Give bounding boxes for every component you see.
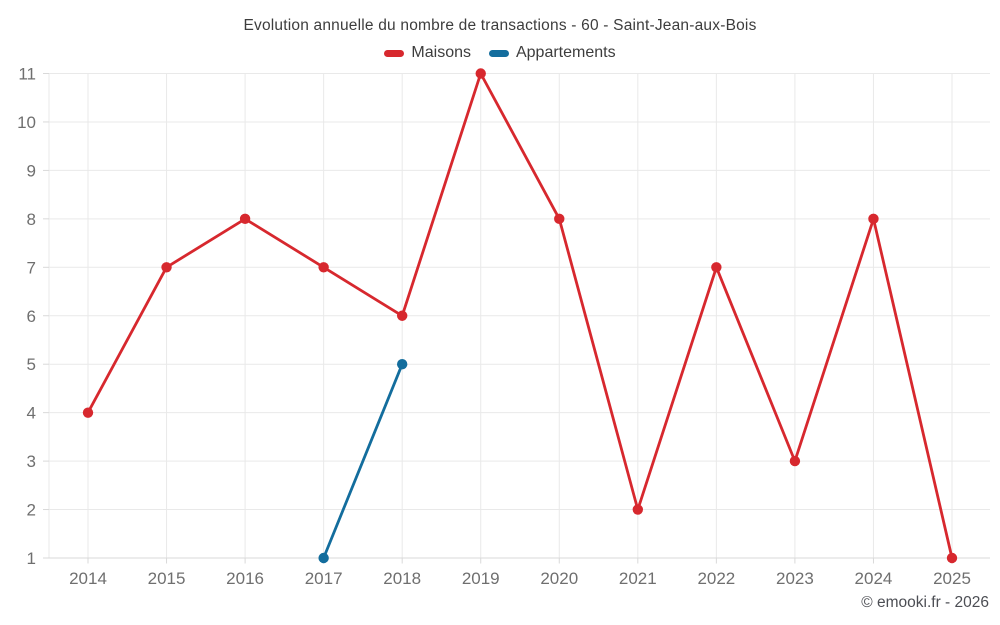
legend-swatch-maisons (384, 49, 405, 57)
svg-text:2019: 2019 (462, 569, 500, 588)
svg-text:10: 10 (17, 113, 36, 132)
svg-text:2: 2 (27, 501, 36, 520)
svg-text:2020: 2020 (540, 569, 578, 588)
svg-text:5: 5 (27, 355, 36, 374)
chart-title: Evolution annuelle du nombre de transact… (243, 17, 757, 34)
svg-text:9: 9 (27, 161, 36, 180)
svg-text:1: 1 (27, 549, 36, 568)
svg-text:2023: 2023 (776, 569, 814, 588)
svg-text:4: 4 (27, 404, 36, 423)
legend-item-appartements[interactable]: Appartements (488, 44, 616, 62)
svg-text:3: 3 (27, 452, 36, 471)
svg-text:2018: 2018 (383, 569, 421, 588)
chart-legend: Maisons Appartements (0, 44, 1000, 62)
svg-text:2014: 2014 (69, 569, 107, 588)
legend-swatch-appartements (488, 49, 509, 57)
svg-text:2017: 2017 (305, 569, 343, 588)
legend-item-maisons[interactable]: Maisons (384, 44, 471, 62)
legend-label-appartements: Appartements (515, 44, 616, 61)
svg-text:2025: 2025 (933, 569, 971, 588)
svg-text:2015: 2015 (148, 569, 186, 588)
svg-text:2021: 2021 (619, 569, 657, 588)
legend-label-maisons: Maisons (411, 44, 471, 61)
svg-text:2016: 2016 (226, 569, 264, 588)
svg-text:2022: 2022 (697, 569, 735, 588)
copyright-footer: © emooki.fr - 2026 (861, 594, 989, 611)
svg-text:8: 8 (27, 210, 36, 229)
svg-text:11: 11 (18, 65, 36, 84)
svg-text:7: 7 (27, 258, 36, 277)
svg-text:6: 6 (27, 307, 36, 326)
svg-text:2024: 2024 (855, 569, 893, 588)
